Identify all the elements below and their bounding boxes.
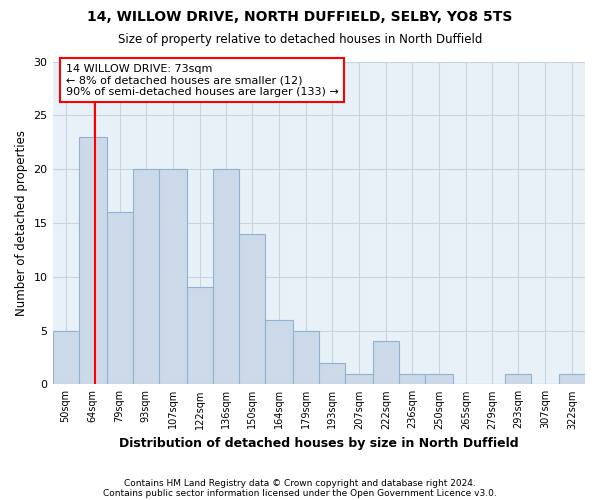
- Text: Contains public sector information licensed under the Open Government Licence v3: Contains public sector information licen…: [103, 488, 497, 498]
- Bar: [319, 363, 345, 384]
- Bar: [265, 320, 293, 384]
- Bar: [345, 374, 373, 384]
- X-axis label: Distribution of detached houses by size in North Duffield: Distribution of detached houses by size …: [119, 437, 518, 450]
- Bar: [107, 212, 133, 384]
- Text: Contains HM Land Registry data © Crown copyright and database right 2024.: Contains HM Land Registry data © Crown c…: [124, 478, 476, 488]
- Bar: [373, 342, 399, 384]
- Text: Size of property relative to detached houses in North Duffield: Size of property relative to detached ho…: [118, 32, 482, 46]
- Y-axis label: Number of detached properties: Number of detached properties: [15, 130, 28, 316]
- Bar: [158, 169, 187, 384]
- Bar: [79, 137, 107, 384]
- Text: 14, WILLOW DRIVE, NORTH DUFFIELD, SELBY, YO8 5TS: 14, WILLOW DRIVE, NORTH DUFFIELD, SELBY,…: [88, 10, 512, 24]
- Bar: [293, 330, 319, 384]
- Text: 14 WILLOW DRIVE: 73sqm
← 8% of detached houses are smaller (12)
90% of semi-deta: 14 WILLOW DRIVE: 73sqm ← 8% of detached …: [65, 64, 338, 97]
- Bar: [187, 288, 212, 384]
- Bar: [425, 374, 453, 384]
- Bar: [53, 330, 79, 384]
- Bar: [212, 169, 239, 384]
- Bar: [399, 374, 425, 384]
- Bar: [239, 234, 265, 384]
- Bar: [559, 374, 585, 384]
- Bar: [505, 374, 531, 384]
- Bar: [133, 169, 158, 384]
